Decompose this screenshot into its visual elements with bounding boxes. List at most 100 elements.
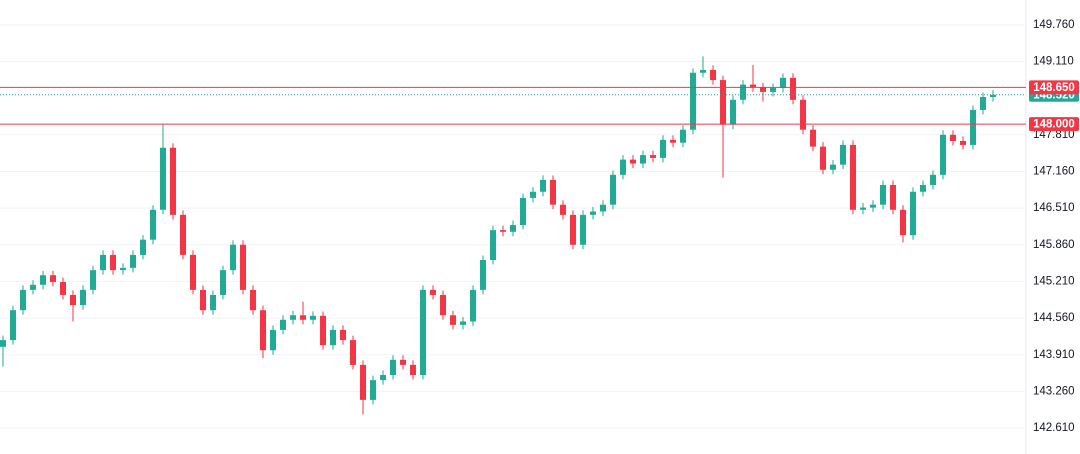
candle-body [500,230,506,232]
candle-body [200,289,206,311]
candle-body [520,197,526,226]
price-label: 148.650 [1033,82,1075,94]
candle-body [800,99,806,130]
candle-body [80,289,86,306]
candle-body [90,270,96,290]
candle-body [580,214,586,245]
candle-body [980,97,986,110]
candle-body [750,84,756,88]
candle-body [430,289,436,295]
candle-body [710,69,716,81]
candle-body [740,84,746,100]
price-label-box [1029,117,1079,132]
candle-body [410,364,416,376]
candle-body [690,72,696,130]
candle-body [240,244,246,290]
y-tick-label: 144.560 [1033,312,1075,324]
candle-body [930,174,936,185]
candle-body [370,380,376,400]
candle-body [20,289,26,311]
candle-body [390,359,396,376]
candle-body [460,321,466,325]
candle-body [870,204,876,208]
candle-body [490,230,496,260]
candle-body [720,80,726,125]
candle-body [110,254,116,271]
candle-body [760,87,766,92]
candle-body [910,191,916,236]
candle-body [950,134,956,141]
candle-body [170,147,176,215]
candle-body [960,140,966,145]
candle-body [860,207,866,210]
candle-body [230,244,236,271]
candle-body [890,184,896,210]
candle-body [530,191,536,198]
candle-body [850,144,856,210]
candle-body [360,364,366,400]
candle-body [470,289,476,322]
y-tick-label: 143.910 [1033,349,1075,361]
y-tick-label: 149.760 [1033,19,1075,31]
candle-body [210,294,216,311]
candle-body [650,155,656,158]
candle-body [570,214,576,245]
candle-body [900,209,906,236]
candle-body [120,267,126,271]
candle-body [560,204,566,215]
candle-body [510,225,516,232]
y-tick-label: 149.110 [1033,56,1074,68]
candle-body [820,146,826,170]
candle-body [160,147,166,210]
candle-body [330,329,336,346]
candle-body [620,159,626,175]
candle-body [250,289,256,311]
candle-body [140,239,146,255]
candle-body [400,359,406,365]
candle-body [830,164,836,170]
candle-body [600,204,606,212]
candle-body [770,87,776,92]
candle-body [450,315,456,325]
candle-body [10,310,16,341]
candle-body [610,174,616,205]
candle-body [840,144,846,165]
y-tick-label: 147.810 [1033,129,1075,141]
candle-body [920,184,926,192]
candle-body [260,310,266,351]
candle-body [940,134,946,175]
candle-body [40,275,46,285]
candle-body [790,77,796,100]
candle-body [320,315,326,346]
candle-body [730,99,736,125]
y-tick-label: 143.260 [1033,385,1075,397]
candle-body [380,375,386,381]
candle-body [30,284,36,290]
candle-body [150,209,156,240]
candle-body [130,254,136,268]
candle-body [970,109,976,145]
candle-body [640,155,646,164]
candle-body [420,289,426,376]
candle-body [270,329,276,351]
y-tick-label: 145.860 [1033,239,1075,251]
candle-body [810,129,816,147]
candle-body [340,329,346,341]
y-tick-label: 142.610 [1033,422,1075,434]
price-label-box [1029,80,1079,95]
candle-body [630,159,636,164]
candle-body [300,315,306,320]
candle-body [700,69,706,73]
candle-body [480,259,486,290]
candle-body [590,211,596,215]
candle-body [990,94,996,98]
candle-body [100,254,106,271]
candle-body [280,319,286,330]
candle-body [180,214,186,255]
candle-body [540,179,546,192]
y-tick-label: 145.210 [1033,275,1075,287]
candle-body [670,139,676,143]
candle-body [780,77,786,88]
